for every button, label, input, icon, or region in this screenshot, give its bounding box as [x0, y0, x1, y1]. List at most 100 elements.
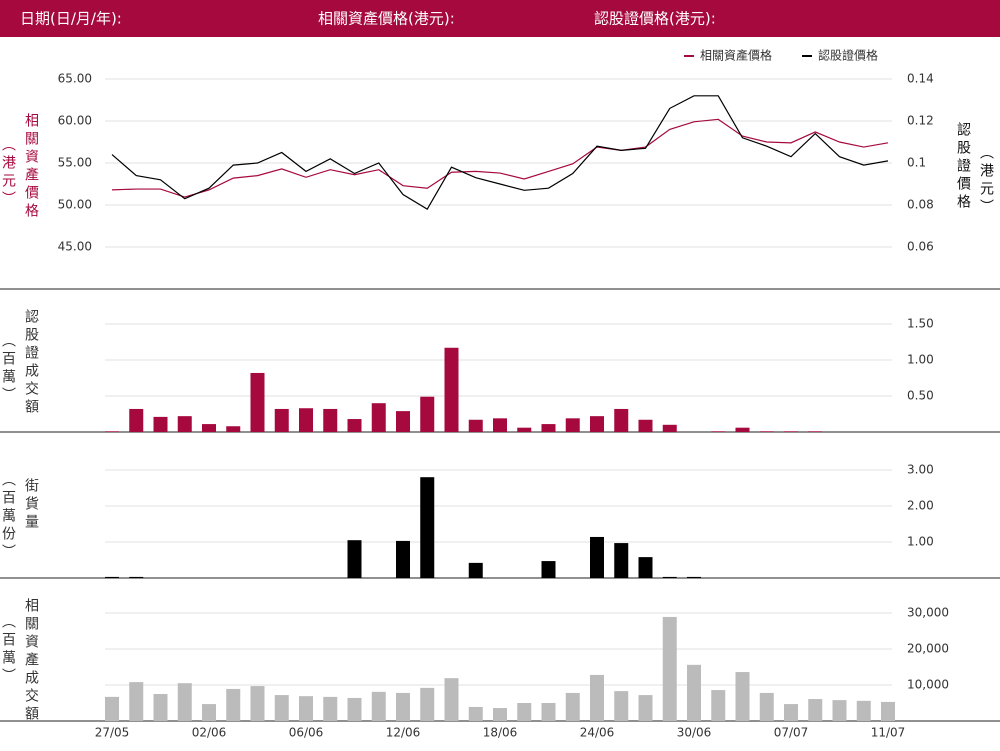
x-tick-label: 12/06: [386, 726, 421, 740]
bar: [129, 576, 144, 578]
bar: [420, 396, 435, 432]
bar: [129, 682, 144, 721]
bar: [493, 418, 507, 432]
bar: [153, 416, 168, 432]
bar: [468, 562, 483, 578]
bar: [614, 543, 629, 578]
bar: [274, 408, 289, 432]
bar: [105, 431, 119, 432]
series-line: [111, 95, 889, 211]
bar: [711, 690, 726, 721]
bar: [250, 372, 265, 432]
bar: [420, 687, 435, 721]
y-tick-label: 1.50: [907, 317, 934, 331]
y-axis-title: 相關資產成交額: [23, 598, 39, 724]
bar: [759, 692, 774, 721]
bar: [735, 672, 750, 721]
bar: [735, 427, 750, 432]
bar: [541, 703, 556, 721]
bar: [662, 576, 677, 578]
x-tick-label: 11/07: [871, 726, 906, 740]
bar: [323, 408, 338, 432]
legend-label: 相關資產價格: [700, 48, 772, 63]
warrant-label: 認股證價格(港元):: [594, 10, 716, 28]
bar: [614, 408, 629, 432]
bar: [153, 694, 168, 721]
y-axis-title: 街貨量: [23, 478, 39, 532]
y-tick-label: 1.00: [907, 535, 934, 549]
y-tick-label: 1.00: [907, 353, 934, 367]
y-axis-unit: （百萬）: [0, 614, 16, 686]
bar: [444, 678, 459, 721]
x-tick-label: 18/06: [483, 726, 518, 740]
bar: [468, 419, 483, 432]
bar: [638, 557, 653, 578]
y-tick-label: 20,000: [907, 642, 949, 656]
bar: [347, 540, 362, 578]
bar: [687, 664, 701, 721]
bar: [177, 683, 192, 721]
y2-tick-label: 0.14: [907, 72, 934, 86]
x-tick-label: 06/06: [289, 726, 324, 740]
bar: [347, 697, 362, 721]
bar: [784, 704, 798, 721]
date-label: 日期(日/月/年):: [20, 10, 122, 28]
bar: [541, 424, 556, 432]
bar: [396, 411, 410, 432]
bar: [590, 416, 604, 432]
bar: [323, 696, 338, 721]
y-axis-unit: （百萬）: [0, 333, 16, 405]
bar: [129, 408, 144, 432]
bar: [371, 403, 386, 432]
y2-tick-label: 0.06: [907, 240, 934, 254]
bar: [517, 427, 532, 432]
y-tick-label: 60.00: [58, 114, 92, 128]
y-tick-label: 55.00: [58, 156, 92, 170]
bar: [105, 696, 119, 721]
bar: [226, 688, 241, 721]
bar: [347, 419, 362, 432]
bar: [638, 695, 653, 721]
bar: [371, 691, 386, 721]
y2-tick-label: 0.12: [907, 114, 934, 128]
bar: [687, 576, 701, 578]
bar: [396, 540, 410, 578]
bar: [299, 408, 313, 432]
bar: [590, 536, 604, 578]
x-tick-label: 30/06: [677, 726, 712, 740]
bar: [541, 561, 556, 578]
y-tick-label: 0.50: [907, 389, 934, 403]
y-tick-label: 65.00: [58, 72, 92, 86]
bar: [590, 674, 604, 721]
y-axis-title: 認股證成交額: [23, 309, 39, 417]
y2-axis-title: 認股證價格: [955, 122, 971, 212]
bar: [202, 424, 216, 432]
header-bar: [0, 0, 1000, 37]
bar: [493, 708, 507, 721]
bar: [517, 703, 532, 721]
x-tick-label: 07/07: [774, 726, 809, 740]
bar: [759, 431, 774, 432]
bar: [662, 424, 677, 432]
bar: [784, 431, 798, 432]
bar: [638, 419, 653, 432]
bar: [274, 695, 289, 721]
bar: [711, 431, 726, 432]
y-tick-label: 45.00: [58, 240, 92, 254]
legend-label: 認股證價格: [818, 48, 878, 63]
x-tick-label: 02/06: [192, 726, 227, 740]
y-axis-unit: （港元）: [0, 137, 16, 209]
bar: [299, 696, 313, 721]
bar: [808, 699, 823, 721]
bar: [808, 431, 823, 432]
y2-tick-label: 0.08: [907, 198, 934, 212]
y-tick-label: 50.00: [58, 198, 92, 212]
y2-tick-label: 0.1: [907, 156, 926, 170]
y-axis-title: 相關資產價格: [23, 113, 39, 221]
y-tick-label: 10,000: [907, 678, 949, 692]
underlying-label: 相關資產價格(港元):: [318, 10, 455, 28]
bar: [396, 692, 410, 721]
x-tick-label: 24/06: [580, 726, 615, 740]
